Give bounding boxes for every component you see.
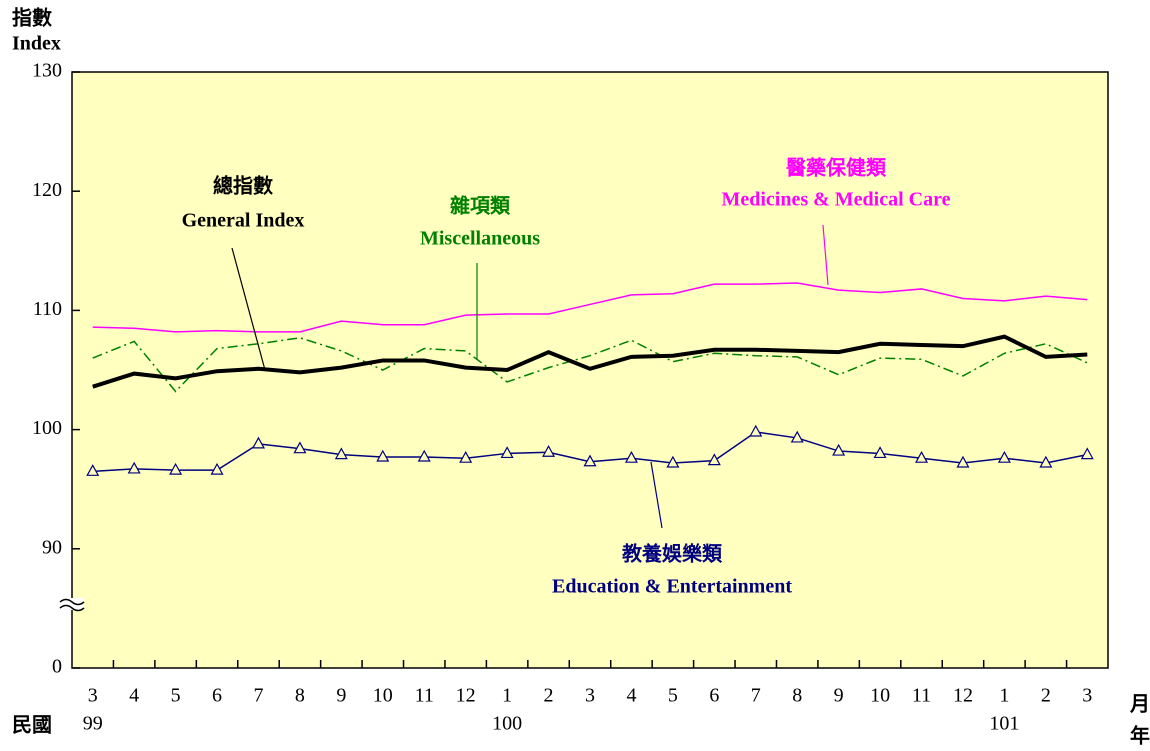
x-label-year: 年	[1130, 724, 1150, 748]
marker	[459, 450, 473, 463]
x-tick-label: 1	[999, 685, 1009, 707]
marker	[624, 450, 638, 463]
marker	[334, 447, 348, 460]
y-tick-label: 130	[32, 60, 62, 82]
marker	[1080, 447, 1094, 460]
legend-label: Medicines & Medical Care	[721, 189, 950, 211]
series-line	[92, 334, 1088, 389]
leader-line	[822, 224, 829, 286]
leader-line	[650, 461, 663, 529]
series-line	[92, 337, 1088, 393]
marker	[251, 436, 265, 449]
year-label: 100	[492, 713, 522, 735]
marker	[666, 455, 680, 468]
x-tick-label: 10	[870, 685, 890, 707]
x-tick-label: 1	[502, 685, 512, 707]
marker	[417, 449, 431, 462]
y-tick-label: 100	[32, 417, 62, 439]
x-tick-label: 11	[415, 685, 434, 707]
axis-break-gap	[60, 598, 84, 610]
x-tick-label: 5	[668, 685, 678, 707]
axis-break	[59, 598, 85, 612]
legend-label: Miscellaneous	[420, 228, 540, 250]
x-tick-label: 10	[373, 685, 393, 707]
x-tick-label: 3	[585, 685, 595, 707]
marker	[749, 424, 763, 437]
legend-label: General Index	[182, 210, 305, 232]
marker	[873, 446, 887, 459]
marker	[210, 462, 224, 475]
x-tick-label: 6	[709, 685, 719, 707]
marker	[1039, 455, 1053, 468]
x-tick-label: 9	[834, 685, 844, 707]
x-tick-label: 8	[792, 685, 802, 707]
year-label: 101	[989, 713, 1019, 735]
leader-line	[231, 247, 266, 371]
legend-label-zh: 雜項類	[450, 194, 511, 218]
x-tick-label: 2	[1041, 685, 1051, 707]
series-line	[92, 282, 1088, 333]
marker	[707, 453, 721, 466]
marker	[997, 450, 1011, 463]
marker	[86, 464, 100, 476]
x-tick-label: 7	[253, 685, 263, 707]
x-tick-label: 8	[295, 685, 305, 707]
marker	[127, 461, 141, 474]
y-tick-label: 110	[33, 298, 62, 320]
marker	[376, 449, 390, 462]
x-tick-label: 3	[1082, 685, 1092, 707]
x-tick-label: 7	[751, 685, 761, 707]
y-tick-label: 0	[52, 656, 62, 678]
year-label: 99	[83, 713, 103, 735]
x-tick-label: 6	[212, 685, 222, 707]
x-tick-label: 11	[912, 685, 931, 707]
marker	[790, 430, 804, 443]
x-tick-label: 2	[544, 685, 554, 707]
y-tick-label: 90	[42, 536, 62, 558]
x-label-left: 民國	[12, 715, 52, 737]
marker	[915, 450, 929, 463]
marker	[169, 462, 183, 475]
marker	[293, 441, 307, 454]
x-tick-label: 9	[336, 685, 346, 707]
x-tick-label: 4	[626, 685, 636, 707]
x-tick-label: 12	[953, 685, 973, 707]
marker	[542, 445, 556, 457]
x-tick-label: 3	[88, 685, 98, 707]
legend-label: Education & Entertainment	[552, 576, 792, 598]
x-tick-label: 5	[171, 685, 181, 707]
x-tick-label: 12	[456, 685, 476, 707]
legend-label-zh: 醫藥保健類	[786, 156, 887, 180]
marker	[583, 454, 597, 467]
x-tick-label: 4	[129, 685, 139, 707]
y-tick-label: 120	[32, 179, 62, 201]
legend-label-zh: 教養娛樂類	[622, 542, 723, 566]
legend-label-zh: 總指數	[213, 174, 273, 198]
y-label: Index	[12, 33, 61, 55]
marker	[832, 443, 846, 456]
marker	[500, 446, 514, 459]
y-label-zh: 指數	[12, 6, 52, 30]
marker	[956, 455, 970, 468]
x-label-month: 月	[1129, 694, 1150, 716]
